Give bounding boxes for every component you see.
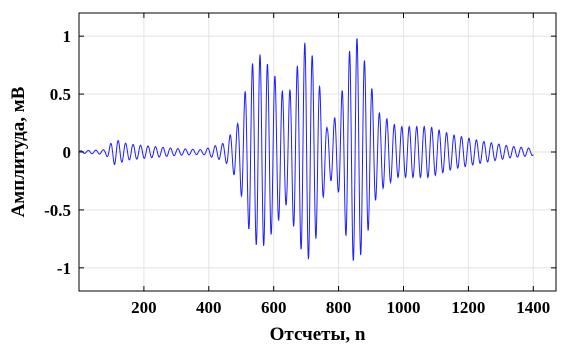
y-tick-label: 0: [63, 143, 72, 162]
x-tick-label: 1000: [386, 298, 420, 317]
x-tick-label: 200: [131, 298, 157, 317]
x-tick-label: 1200: [451, 298, 485, 317]
x-tick-label: 600: [261, 298, 287, 317]
y-tick-label: -1: [57, 259, 71, 278]
axis-ticks: [79, 13, 556, 291]
y-tick-label: 1: [63, 27, 72, 46]
series-layer: [78, 38, 534, 261]
y-tick-labels: 1 0.5 0 -0.5 -1: [44, 27, 71, 278]
x-tick-label: 800: [326, 298, 352, 317]
x-axis-label: Отсчеты, n: [270, 324, 366, 345]
y-tick-label: 0.5: [50, 85, 71, 104]
series-line-0: [78, 38, 534, 261]
x-tick-label: 1400: [516, 298, 550, 317]
y-axis-label: Амплитуда, мВ: [8, 86, 29, 217]
x-tick-label: 400: [196, 298, 222, 317]
x-tick-labels: 200 400 600 800 1000 1200 1400: [131, 298, 550, 317]
y-tick-label: -0.5: [44, 201, 71, 220]
